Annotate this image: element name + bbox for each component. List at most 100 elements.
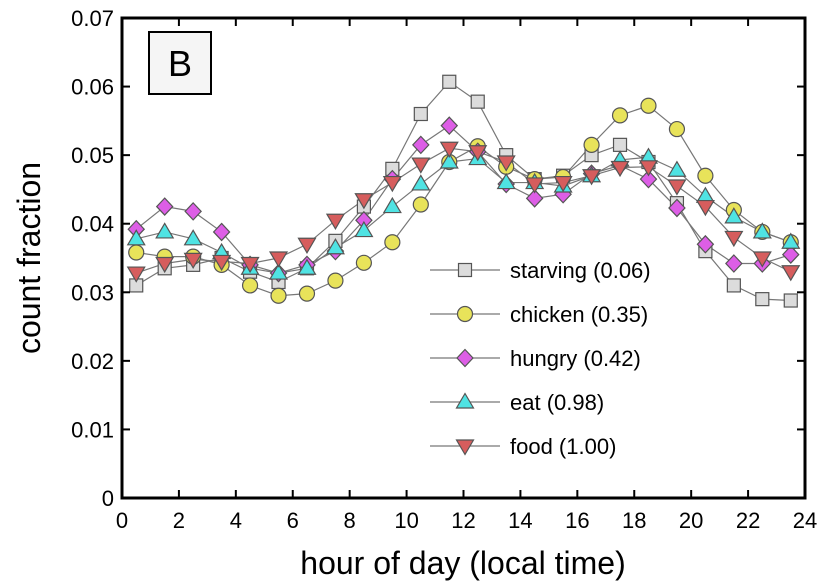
data-point-food [268,251,289,268]
data-point-eat [183,229,203,246]
data-point-eat [781,232,801,249]
y-tick-label: 0.03 [71,280,114,305]
data-point-food [496,155,516,172]
legend-marker [457,262,473,278]
data-point-food [468,145,488,162]
legend-marker [455,439,475,456]
data-point-eat [126,229,146,246]
series-markers-food [126,141,801,283]
data-point-chicken [327,272,344,289]
legend-item-chicken: chicken (0.35) [430,302,648,327]
data-point-eat [667,160,687,177]
x-axis-title: hour of day (local time) [300,545,625,581]
data-point-eat [297,258,317,275]
data-point-chicken [697,167,714,184]
legend-marker [456,305,474,323]
panel-label: B [168,43,192,84]
data-point-starving [470,94,485,109]
data-point-eat [724,207,744,224]
y-tick-label: 0.05 [71,143,114,168]
data-point-food [752,251,772,268]
data-point-food [525,177,545,194]
data-point-food [183,252,203,270]
legend-item-starving: starving (0.06) [430,258,651,283]
data-point-eat [155,222,175,239]
data-point-food [667,179,687,196]
legend-label: eat (0.98) [510,390,604,415]
x-tick-label: 0 [116,508,128,533]
data-point-food [439,141,459,158]
data-point-eat [496,172,516,190]
plot-area [120,16,807,500]
data-point-hungry [696,234,715,254]
data-point-hungry [184,201,202,221]
data-point-starving [726,278,741,293]
data-point-food [610,160,630,178]
x-tick-label: 2 [173,508,185,533]
data-point-hungry [440,116,459,136]
legend-marker [455,392,475,409]
legend-label: starving (0.06) [510,258,651,283]
data-point-chicken [241,277,259,294]
x-tick-label: 12 [451,508,475,533]
x-tick-label: 6 [287,508,299,533]
data-point-hungry [411,135,430,155]
data-point-food [724,230,744,248]
data-point-eat [325,238,345,255]
y-tick-label: 0.01 [71,417,114,442]
data-point-eat [268,263,289,280]
data-point-eat [411,174,431,191]
data-point-eat [752,222,772,239]
data-point-chicken [668,120,686,138]
x-tick-label: 24 [793,508,817,533]
panel-label-box: B [148,31,212,95]
y-tick-label: 0.04 [71,212,114,237]
data-point-food [582,169,602,186]
data-point-chicken [412,196,429,213]
y-tick-label: 0.02 [71,349,114,374]
data-point-chicken [355,254,372,271]
data-point-starving [783,293,798,308]
series-layer [126,74,801,308]
y-tick-label: 0.06 [71,75,114,100]
y-tick-label: 0.07 [71,6,114,31]
data-point-chicken [640,97,657,114]
legend-label: chicken (0.35) [510,302,648,327]
data-point-chicken [270,287,287,304]
data-point-hungry [639,169,658,189]
data-point-food [354,193,374,210]
data-point-food [638,160,659,177]
panel-label-frame [148,31,212,95]
data-point-chicken [583,136,600,153]
data-point-food [297,237,317,254]
y-tick-label: 0 [102,486,114,511]
data-point-eat [354,220,374,238]
x-tick-label: 10 [394,508,418,533]
data-point-eat [382,196,402,214]
legend-item-eat: eat (0.98) [430,390,604,415]
data-point-food [155,256,175,274]
data-point-food [781,265,801,282]
data-point-food [695,199,715,217]
x-tick-label: 4 [230,508,242,533]
data-point-hungry [725,254,743,273]
x-tick-label: 8 [344,508,356,533]
data-point-chicken [611,107,629,124]
data-point-chicken [128,244,145,261]
x-tick-label: 14 [508,508,532,533]
data-point-starving [612,137,628,152]
data-point-food [411,157,431,174]
x-tick-label: 18 [622,508,646,533]
data-point-food [325,213,345,230]
data-point-starving [413,106,428,122]
data-point-food [382,175,402,193]
data-point-hungry [212,222,231,242]
legend-label: food (1.00) [510,434,616,459]
data-point-eat [439,152,459,169]
legend-item-food: food (1.00) [430,434,616,459]
data-point-hungry [781,245,800,264]
x-tick-label: 16 [565,508,589,533]
data-point-chicken [384,234,401,251]
x-tick-label: 22 [736,508,760,533]
